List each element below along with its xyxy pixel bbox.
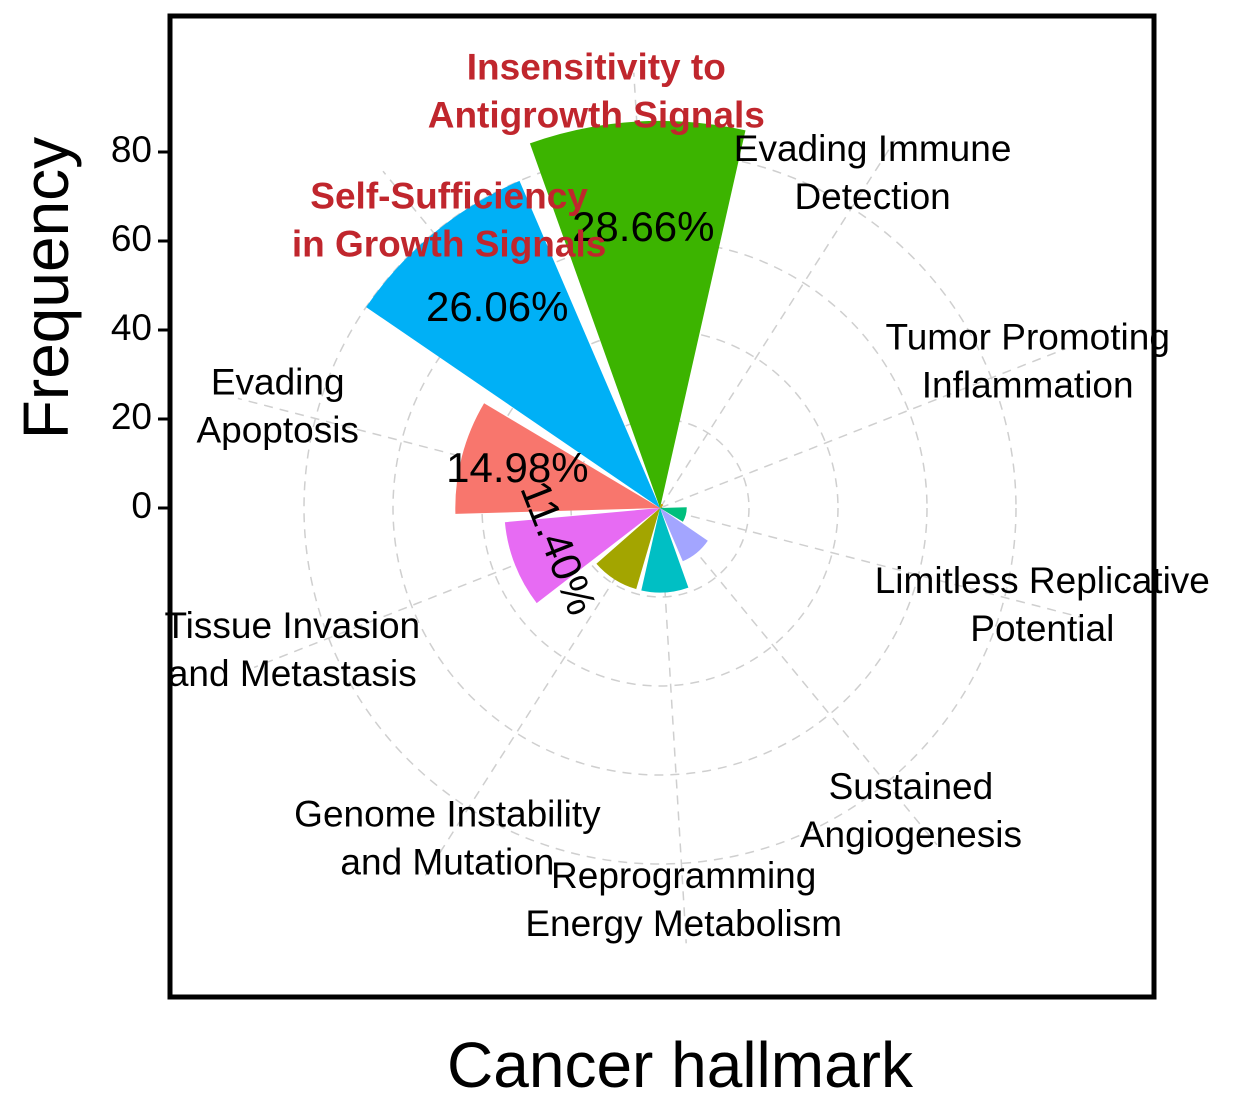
grid-spoke-2	[659, 347, 1067, 509]
y-axis-title: Frequency	[10, 137, 82, 439]
category-label-line: Angiogenesis	[800, 814, 1022, 855]
category-label-6: Genome Instability and Mutation	[294, 794, 601, 883]
category-label-line: Evading	[211, 361, 345, 402]
category-label-5: Reprogramming Energy Metabolism	[525, 855, 842, 944]
pct-label-0: 28.66%	[572, 203, 714, 250]
category-label-line: Apoptosis	[196, 409, 359, 450]
category-label-line: Tumor Promoting	[885, 316, 1169, 357]
bar-7	[504, 508, 660, 604]
y-tick-label-2: 40	[111, 307, 152, 348]
category-label-line: Insensitivity to	[467, 46, 726, 87]
pct-label-9: 26.06%	[426, 283, 568, 330]
bar-2	[660, 506, 663, 508]
category-label-1: Evading Immune Detection	[734, 128, 1012, 217]
category-label-line: Limitless Replicative	[875, 560, 1210, 601]
grid-spoke-1	[659, 140, 896, 509]
bar-3	[660, 507, 687, 522]
grid-circle-4	[303, 151, 1017, 865]
bar-0	[529, 120, 746, 508]
category-label-line: Self-Sufficiency	[310, 176, 588, 217]
bar-5	[641, 508, 689, 593]
category-label-4: Sustained Angiogenesis	[800, 766, 1022, 855]
category-label-line: Tissue Invasion	[164, 605, 420, 646]
y-tick-label-1: 20	[111, 396, 152, 437]
category-label-line: Energy Metabolism	[525, 903, 842, 944]
y-tick-label-3: 60	[111, 218, 152, 259]
y-tick-label-4: 80	[111, 129, 152, 170]
bars	[366, 120, 746, 604]
grid-spoke-3	[659, 507, 1083, 619]
category-label-0: Insensitivity to Antigrowth Signals	[428, 46, 765, 135]
category-label-7: Tissue Invasion and Metastasis	[164, 605, 420, 694]
category-label-line: Reprogramming	[551, 855, 816, 896]
grid-circle-3	[392, 240, 928, 776]
grid-spoke-4	[659, 507, 938, 846]
category-label-3: Limitless Replicative Potential	[875, 560, 1210, 649]
category-label-line: Genome Instability	[294, 794, 601, 835]
category-label-line: Sustained	[829, 766, 994, 807]
category-label-9: Self-Sufficiency in Growth Signals	[292, 176, 607, 265]
category-label-line: Potential	[970, 608, 1114, 649]
category-label-2: Tumor Promoting Inflammation	[885, 316, 1169, 405]
y-tick-label-0: 0	[131, 485, 152, 526]
category-label-line: and Metastasis	[168, 653, 417, 694]
bar-9	[366, 180, 660, 508]
x-axis-title: Cancer hallmark	[447, 1029, 914, 1101]
category-label-line: Inflammation	[922, 364, 1134, 405]
bar-4	[660, 508, 708, 562]
bar-8	[455, 403, 660, 514]
category-label-8: Evading Apoptosis	[196, 361, 359, 450]
pct-label-8: 14.98%	[446, 444, 588, 491]
category-label-line: Detection	[794, 176, 950, 217]
category-label-line: and Mutation	[340, 842, 554, 883]
category-label-line: Antigrowth Signals	[428, 94, 765, 135]
y-axis-ticks: 0 20 40 60 80	[111, 129, 170, 526]
bar-6	[596, 508, 660, 590]
category-label-line: Evading Immune	[734, 128, 1012, 169]
category-label-line: in Growth Signals	[292, 224, 607, 265]
bar-1	[660, 503, 664, 508]
